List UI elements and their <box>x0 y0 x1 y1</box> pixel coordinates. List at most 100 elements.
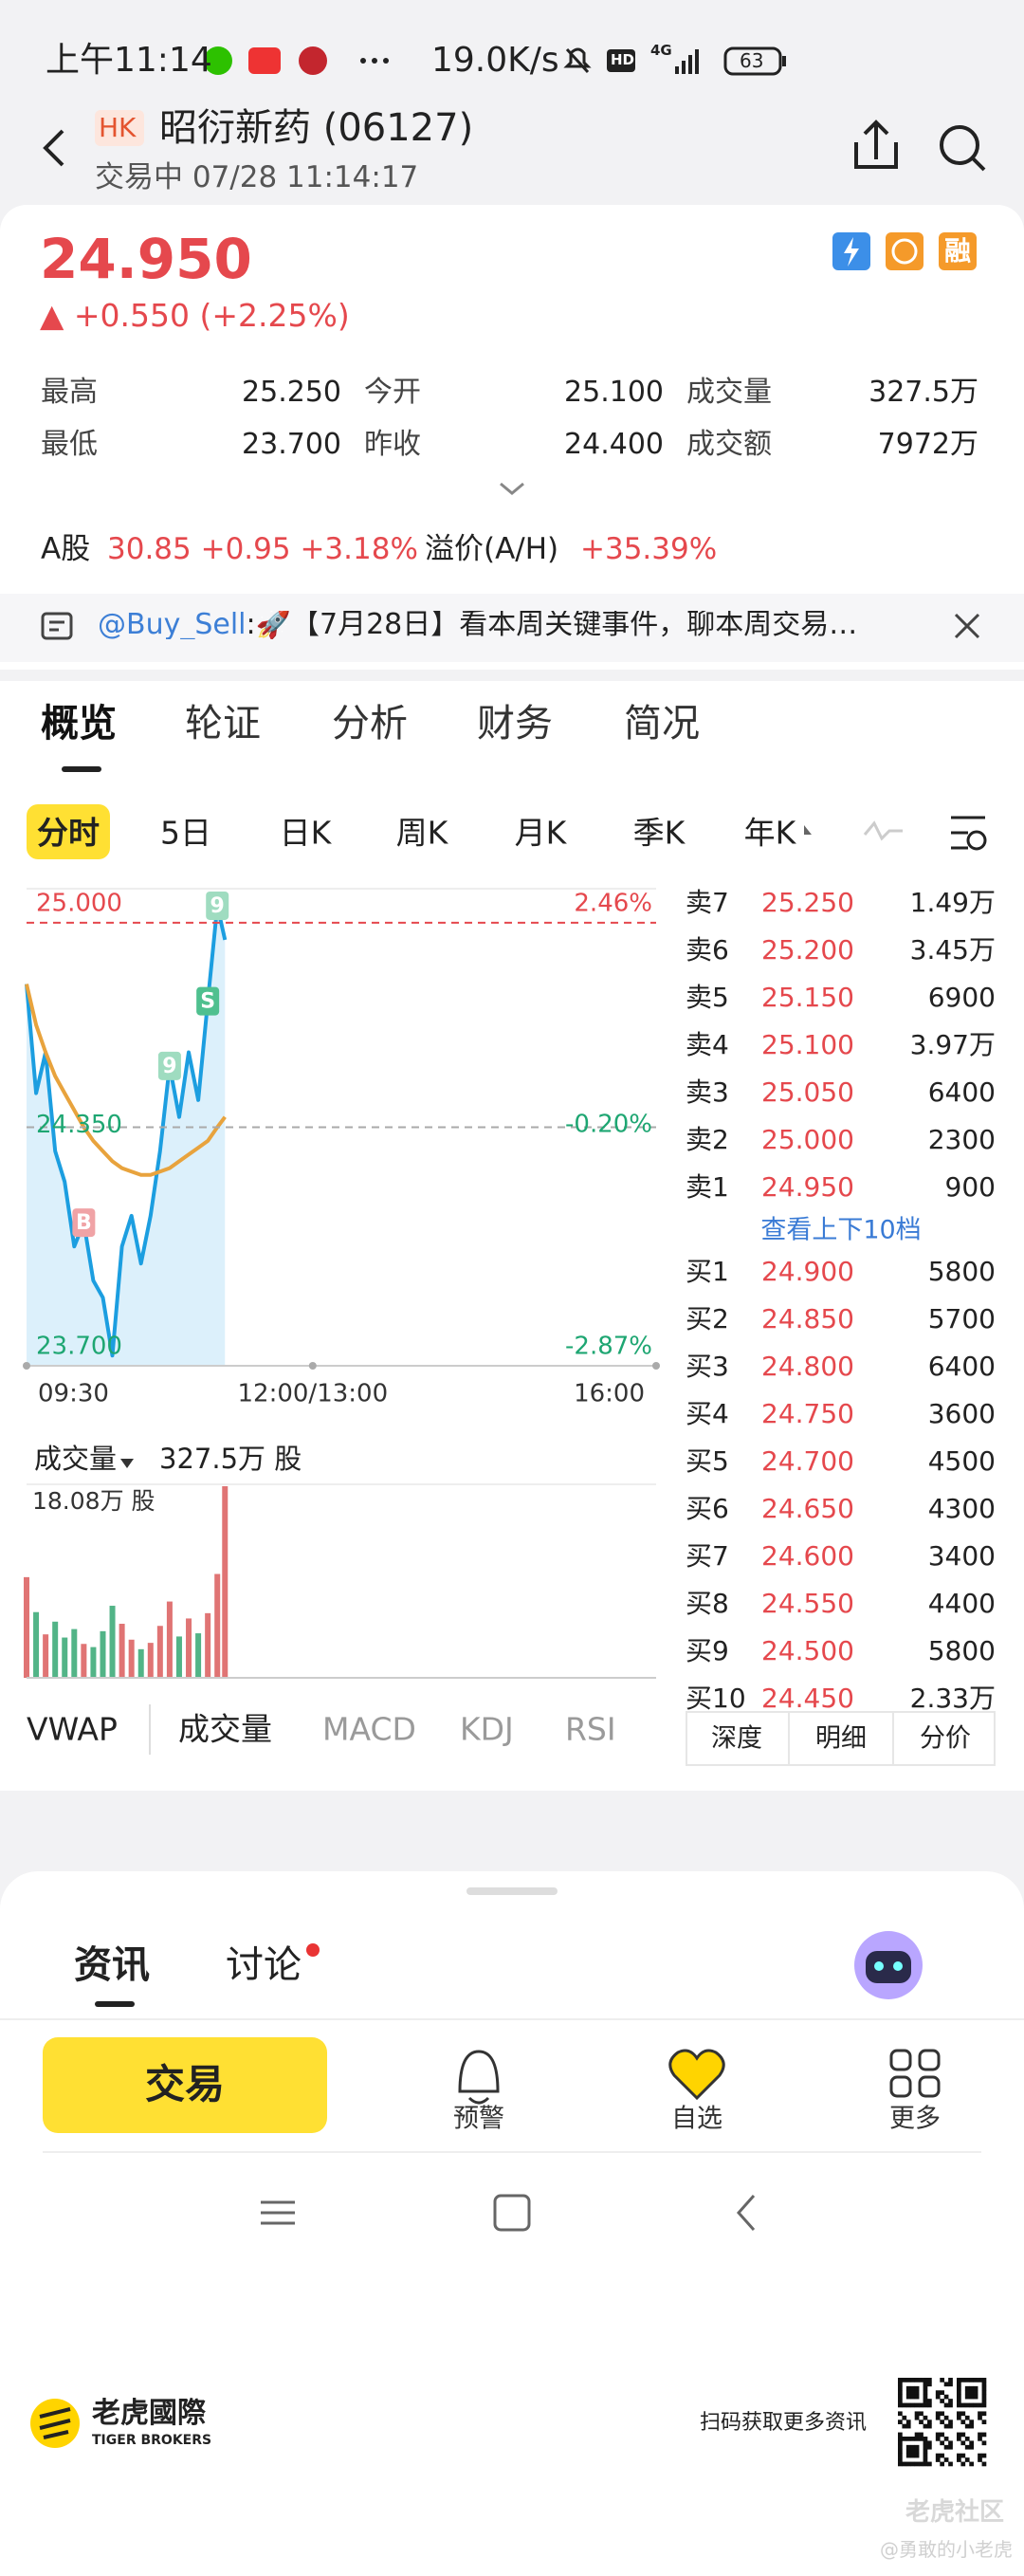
book-volume: 6900 <box>927 982 996 1013</box>
volume-bar <box>100 1630 106 1678</box>
chart-tab[interactable]: 年K <box>743 814 796 852</box>
volume-bar <box>147 1643 154 1678</box>
book-price: 24.750 <box>761 1398 854 1429</box>
dot <box>360 58 366 64</box>
qr-cell <box>898 2440 903 2446</box>
volume-bar <box>195 1633 202 1678</box>
qr-cell <box>957 2432 961 2438</box>
book-price: 24.900 <box>761 1256 854 1287</box>
hd-badge <box>607 49 635 72</box>
chart-tab[interactable]: 5日 <box>160 814 211 852</box>
qr-cell <box>969 2402 975 2408</box>
qr-cell <box>902 2437 907 2441</box>
qr-cell <box>919 2402 923 2408</box>
trade-button[interactable] <box>43 2037 327 2133</box>
close-button[interactable] <box>954 613 980 639</box>
book-tab[interactable]: 明细 <box>815 1723 867 1754</box>
qr-cell <box>923 2378 928 2383</box>
qr-cell <box>978 2411 982 2417</box>
action-label[interactable]: 自选 <box>671 2104 722 2134</box>
book-tab[interactable]: 分价 <box>920 1723 971 1754</box>
qr-cell <box>914 2394 920 2400</box>
section-tab[interactable]: 概览 <box>41 702 117 745</box>
news-row[interactable] <box>0 594 1024 662</box>
action-label[interactable]: 更多 <box>889 2104 941 2134</box>
qr-cell <box>948 2382 953 2387</box>
qr-cell <box>923 2399 928 2403</box>
search-button[interactable] <box>940 125 979 165</box>
book-label: 卖1 <box>686 1171 729 1203</box>
section-tab[interactable]: 轮证 <box>185 702 261 745</box>
indicator-tab[interactable]: KDJ <box>460 1710 514 1748</box>
qr-cell <box>948 2378 953 2383</box>
x-tick-label: 12:00/13:00 <box>238 1380 389 1408</box>
news-line[interactable]: @Buy_Sell:🚀【7月28日】看本周关键事件，聊本周交易… <box>98 611 894 639</box>
logo-stripes <box>39 2407 71 2439</box>
share-button[interactable] <box>854 120 898 169</box>
chart-tab[interactable]: 周K <box>395 814 448 852</box>
volume-title: 成交量 <box>34 1443 118 1475</box>
expand-chevron[interactable] <box>500 482 524 495</box>
chart-tab[interactable]: 季K <box>632 814 686 852</box>
volume-bar <box>109 1606 116 1678</box>
indicator-tab[interactable]: RSI <box>565 1710 616 1748</box>
price-line <box>25 904 228 1358</box>
book-label: 卖5 <box>686 982 729 1013</box>
section-tab[interactable]: 分析 <box>332 702 408 745</box>
book-volume: 900 <box>944 1171 996 1203</box>
volume-bar <box>128 1639 135 1678</box>
watchlist-button[interactable] <box>668 2049 725 2101</box>
volume-bar <box>90 1647 97 1678</box>
settings-icon[interactable] <box>951 816 985 850</box>
qr-cell <box>940 2432 945 2438</box>
qr-cell <box>898 2378 903 2383</box>
chart-tab[interactable]: 分时 <box>37 814 100 852</box>
watermark: 老虎社区 <box>905 2498 1005 2527</box>
action-label[interactable]: 预警 <box>453 2104 504 2134</box>
back-button[interactable] <box>43 129 64 167</box>
chart-tab[interactable]: 日K <box>279 814 332 852</box>
alert-button[interactable] <box>458 2050 500 2105</box>
volume-bar <box>175 1636 182 1678</box>
qr-cell <box>981 2461 987 2467</box>
indicator-tab[interactable]: MACD <box>322 1710 416 1748</box>
section-tab[interactable]: 财务 <box>477 702 553 745</box>
qr-cell <box>919 2411 923 2417</box>
indicator-tab[interactable]: VWAP <box>27 1710 118 1748</box>
sheet-handle <box>466 1887 558 1895</box>
book-tab[interactable]: 深度 <box>711 1723 762 1754</box>
qr-cell <box>927 2444 932 2450</box>
indicator-icon[interactable] <box>863 820 903 841</box>
a-share-label: A股 <box>41 532 91 566</box>
more-button[interactable] <box>889 2049 941 2098</box>
nav-back[interactable] <box>736 2195 756 2231</box>
book-label: 卖7 <box>686 887 729 918</box>
qr-cell <box>943 2457 949 2462</box>
info-tab[interactable]: 讨论 <box>226 1943 302 1987</box>
qr-cell <box>927 2382 932 2387</box>
indicator-tab[interactable]: 成交量 <box>178 1710 272 1748</box>
qr-cell <box>898 2390 903 2396</box>
signal-icon <box>675 49 699 74</box>
qr-cell <box>978 2402 982 2408</box>
qr-cell <box>902 2423 907 2429</box>
market-label: HK <box>99 112 137 143</box>
volume-dropdown[interactable] <box>120 1459 134 1468</box>
order-book-more[interactable]: 查看上下10档 <box>760 1215 922 1245</box>
section-tab[interactable]: 简况 <box>624 702 700 745</box>
qr-cell <box>969 2394 975 2400</box>
trade-marker-label: 9 <box>162 1055 176 1078</box>
qr-cell <box>940 2440 945 2446</box>
x-tick-label: 16:00 <box>574 1380 645 1408</box>
qr-cell <box>914 2402 920 2408</box>
chart-tab[interactable]: 月K <box>514 814 567 852</box>
nav-menu[interactable] <box>261 2200 295 2225</box>
volume-bar <box>119 1624 125 1678</box>
info-tab[interactable]: 资讯 <box>74 1943 150 1987</box>
nav-home[interactable] <box>493 2194 531 2232</box>
volume-bar <box>205 1612 211 1678</box>
stat-value: 327.5万 <box>869 376 978 409</box>
qr-cell <box>927 2420 932 2425</box>
trade-label[interactable]: 交易 <box>144 2061 226 2107</box>
